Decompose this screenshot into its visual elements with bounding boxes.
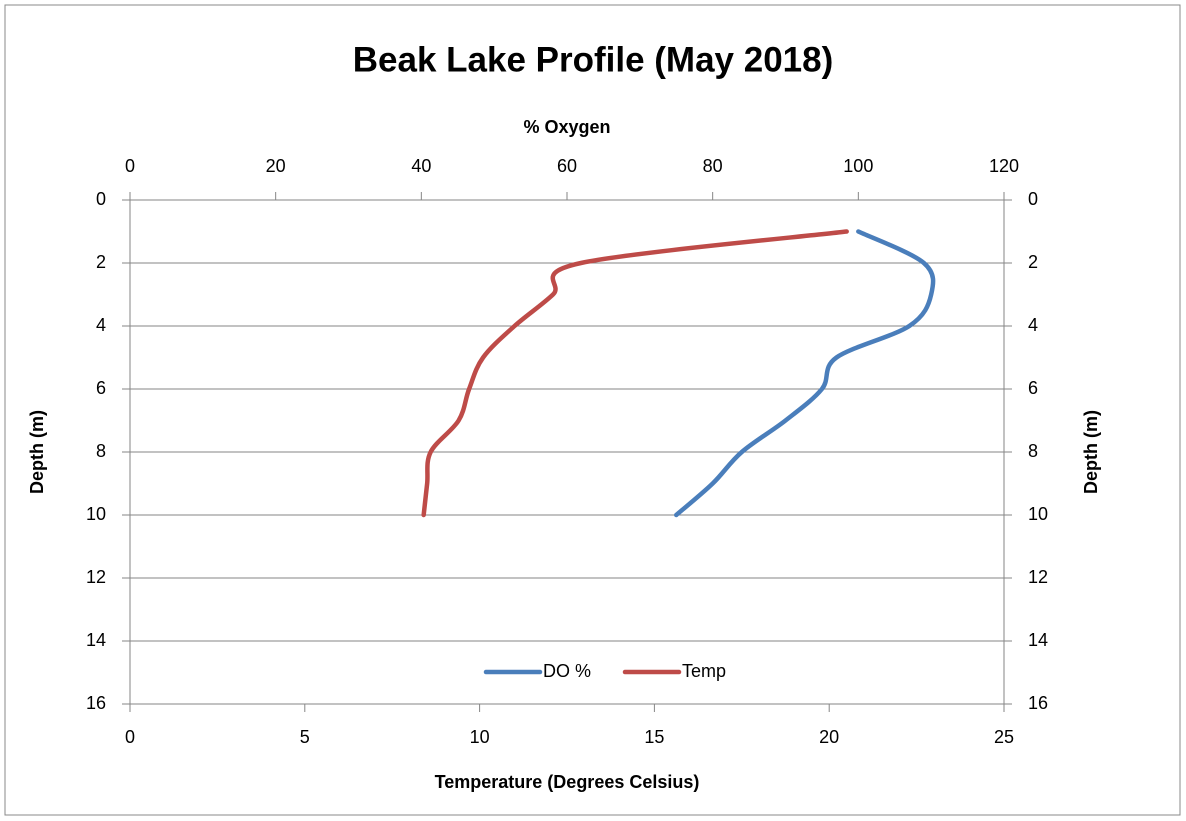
y-tick-label: 16 bbox=[86, 693, 106, 713]
chart-frame bbox=[4, 4, 1181, 816]
x2-tick-label: 60 bbox=[557, 156, 577, 176]
x2-tick-label: 80 bbox=[703, 156, 723, 176]
y-tick-label: 2 bbox=[96, 252, 106, 272]
legend-label: DO % bbox=[543, 661, 591, 681]
x2-axis-label: % Oxygen bbox=[523, 117, 610, 137]
y2-tick-label: 8 bbox=[1028, 441, 1038, 461]
y2-axis-label: Depth (m) bbox=[1081, 410, 1101, 494]
x-tick-label: 10 bbox=[470, 727, 490, 747]
y-tick-label: 8 bbox=[96, 441, 106, 461]
series-line bbox=[421, 229, 849, 518]
y-tick-label: 14 bbox=[86, 630, 106, 650]
series-line bbox=[674, 229, 936, 518]
x2-tick-label: 120 bbox=[989, 156, 1019, 176]
y-axis-label: Depth (m) bbox=[27, 410, 47, 494]
x-tick-label: 5 bbox=[300, 727, 310, 747]
y2-tick-label: 14 bbox=[1028, 630, 1048, 650]
y-tick-label: 6 bbox=[96, 378, 106, 398]
y-tick-label: 12 bbox=[86, 567, 106, 587]
y2-tick-label: 0 bbox=[1028, 189, 1038, 209]
y-tick-label: 0 bbox=[96, 189, 106, 209]
x-tick-label: 0 bbox=[125, 727, 135, 747]
x2-tick-label: 40 bbox=[411, 156, 431, 176]
x-axis-label: Temperature (Degrees Celsius) bbox=[435, 772, 700, 792]
y2-tick-label: 16 bbox=[1028, 693, 1048, 713]
x-tick-label: 15 bbox=[644, 727, 664, 747]
chart-title: Beak Lake Profile (May 2018) bbox=[353, 40, 834, 79]
y2-tick-label: 2 bbox=[1028, 252, 1038, 272]
y2-tick-label: 6 bbox=[1028, 378, 1038, 398]
x2-tick-label: 0 bbox=[125, 156, 135, 176]
y-tick-label: 4 bbox=[96, 315, 106, 335]
y2-tick-label: 12 bbox=[1028, 567, 1048, 587]
y-tick-label: 10 bbox=[86, 504, 106, 524]
x2-tick-label: 100 bbox=[843, 156, 873, 176]
x2-tick-label: 20 bbox=[266, 156, 286, 176]
legend-label: Temp bbox=[682, 661, 726, 681]
y2-tick-label: 10 bbox=[1028, 504, 1048, 524]
y2-tick-label: 4 bbox=[1028, 315, 1038, 335]
x-tick-label: 25 bbox=[994, 727, 1014, 747]
x-tick-label: 20 bbox=[819, 727, 839, 747]
